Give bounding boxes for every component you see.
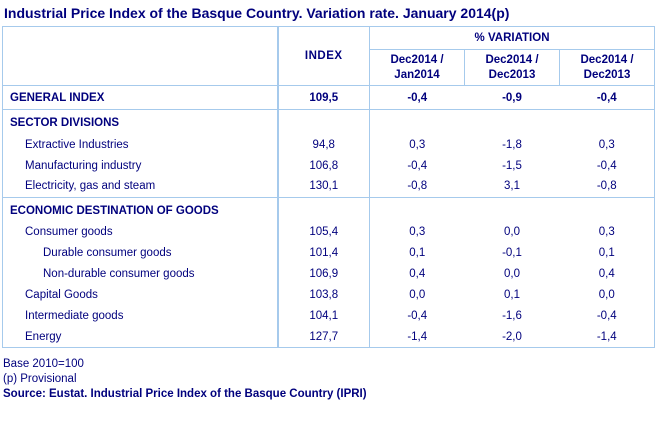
variation-value: 0,0 xyxy=(504,226,520,238)
variation-value: 3,1 xyxy=(464,176,560,198)
column-header-variation: % VARIATION xyxy=(369,26,655,50)
index-value: 109,5 xyxy=(277,85,370,110)
footnotes: Base 2010=100 (p) Provisional Source: Eu… xyxy=(3,357,657,402)
variation-value: -2,0 xyxy=(502,330,522,343)
table-section-sector-divisions: SECTOR DIVISIONS xyxy=(2,109,655,135)
variation-value: -1,8 xyxy=(502,138,522,151)
base-note: Base 2010=100 xyxy=(3,358,84,370)
row-label: Non-durable consumer goods xyxy=(2,263,279,285)
row-label: GENERAL INDEX xyxy=(2,85,279,110)
price-index-table: INDEX % VARIATION Dec2014 / Jan2014 Dec2… xyxy=(2,26,656,348)
column-header-index: INDEX xyxy=(277,26,370,86)
variation-value: -0,1 xyxy=(502,247,522,259)
variation-value: 0,0 xyxy=(409,289,426,301)
index-value: 101,4 xyxy=(277,242,370,264)
variation-value: 0,3 xyxy=(409,226,426,238)
row-label: Durable consumer goods xyxy=(2,242,279,264)
section-label: SECTOR DIVISIONS xyxy=(2,109,279,134)
table-row-consumer-goods: Consumer goods 105,4 0,3 0,0 0,3 xyxy=(2,221,655,243)
empty-cell xyxy=(560,197,655,222)
empty-cell xyxy=(370,197,465,222)
variation-value: 0,1 xyxy=(504,289,520,301)
row-label: Consumer goods xyxy=(2,221,279,243)
variation-value: 0,3 xyxy=(598,226,615,238)
variation-value: -0,4 xyxy=(596,310,617,322)
variation-value: -1,5 xyxy=(502,159,522,172)
row-label: Energy xyxy=(2,326,279,348)
header-line: Jan2014 xyxy=(394,68,440,81)
empty-cell xyxy=(370,110,465,135)
column-header-variation-3: Dec2014 / Dec2013 xyxy=(558,49,655,86)
row-label: Electricity, gas and steam xyxy=(2,176,279,198)
header-line: Dec2013 xyxy=(583,68,631,81)
table-row-intermediate-goods: Intermediate goods 104,1 -0,4 -1,6 -0,4 xyxy=(2,305,655,327)
page-title: Industrial Price Index of the Basque Cou… xyxy=(4,5,510,21)
variation-value: -1,4 xyxy=(407,330,428,343)
variation-value: -1,6 xyxy=(502,310,522,322)
empty-cell xyxy=(465,197,560,222)
table-row-energy: Energy 127,7 -1,4 -2,0 -1,4 xyxy=(2,326,655,348)
table-row-general-index: GENERAL INDEX 109,5 -0,4 -0,9 -0,4 xyxy=(2,85,655,110)
variation-value: 0,1 xyxy=(409,247,426,259)
table-row-durable-consumer-goods: Durable consumer goods 101,4 0,1 -0,1 0,… xyxy=(2,242,655,264)
header-line: Dec2014 / xyxy=(485,53,539,66)
row-label: Capital Goods xyxy=(2,284,279,306)
table-header-row-2: Dec2014 / Jan2014 Dec2014 / Dec2013 Dec2… xyxy=(3,49,655,86)
table-row-capital-goods: Capital Goods 103,8 0,0 0,1 0,0 xyxy=(2,284,655,306)
table-row-electricity-gas-steam: Electricity, gas and steam 130,1 -0,8 3,… xyxy=(2,176,655,198)
source-note: Source: Eustat. Industrial Price Index o… xyxy=(3,388,367,400)
index-value: 127,7 xyxy=(277,326,370,348)
index-value: 103,8 xyxy=(277,284,370,306)
column-header-variation-1: Dec2014 / Jan2014 xyxy=(369,49,465,86)
variation-value: -0,8 xyxy=(369,176,465,198)
index-value: 104,1 xyxy=(277,305,370,327)
variation-value: -0,4 xyxy=(596,159,617,172)
header-line: Dec2014 / xyxy=(390,53,444,66)
provisional-note: (p) Provisional xyxy=(3,373,77,385)
variation-value: 0,0 xyxy=(504,268,520,280)
variation-value: 0,4 xyxy=(598,268,615,280)
variation-value: 0,3 xyxy=(598,138,615,151)
index-value: 94,8 xyxy=(277,134,370,155)
index-value: 106,9 xyxy=(277,263,370,285)
section-label: ECONOMIC DESTINATION OF GOODS xyxy=(2,197,279,222)
index-value: 106,8 xyxy=(277,155,370,176)
variation-value: -0,4 xyxy=(559,85,655,110)
table-header-row-1: INDEX % VARIATION xyxy=(2,26,655,86)
index-value: 130,1 xyxy=(277,176,370,198)
table-row-non-durable-consumer-goods: Non-durable consumer goods 106,9 0,4 0,0… xyxy=(2,263,655,285)
row-label: Manufacturing industry xyxy=(2,155,279,176)
variation-value: -0,4 xyxy=(407,159,428,172)
empty-cell xyxy=(277,109,370,134)
table-section-economic-destination: ECONOMIC DESTINATION OF GOODS xyxy=(2,197,655,222)
corner-cell xyxy=(2,26,279,86)
variation-value: -0,8 xyxy=(559,176,655,198)
empty-cell xyxy=(560,110,655,135)
table-row-extractive-industries: Extractive Industries 94,8 0,3 -1,8 0,3 xyxy=(2,134,655,155)
column-header-variation-2: Dec2014 / Dec2013 xyxy=(464,49,560,86)
variation-value: 0,0 xyxy=(598,289,615,301)
row-label: Intermediate goods xyxy=(2,305,279,327)
header-line: Dec2013 xyxy=(488,68,536,81)
variation-value: -0,4 xyxy=(407,310,428,322)
variation-value: -0,9 xyxy=(464,85,560,110)
empty-cell xyxy=(277,197,370,222)
row-label: Extractive Industries xyxy=(2,134,279,155)
variation-value: 0,1 xyxy=(598,247,615,259)
variation-value: 0,4 xyxy=(409,268,426,280)
header-line: Dec2014 / xyxy=(580,53,634,66)
empty-cell xyxy=(465,110,560,135)
variation-value: -1,4 xyxy=(596,330,617,343)
variation-value: 0,3 xyxy=(409,138,426,151)
index-value: 105,4 xyxy=(277,221,370,243)
variation-value: -0,4 xyxy=(369,85,465,110)
table-row-manufacturing-industry: Manufacturing industry 106,8 -0,4 -1,5 -… xyxy=(2,155,655,176)
